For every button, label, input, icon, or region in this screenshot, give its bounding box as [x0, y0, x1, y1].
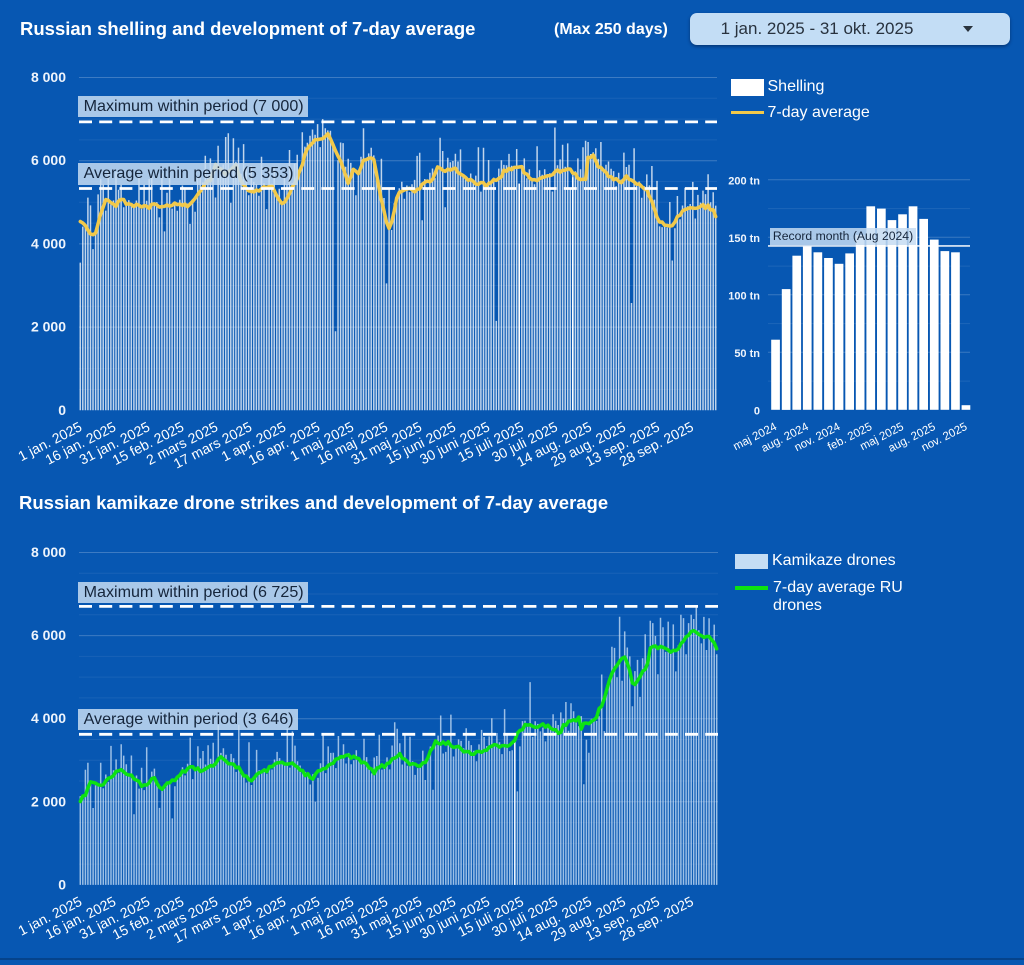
svg-text:0: 0	[754, 405, 760, 417]
svg-text:8 000: 8 000	[31, 544, 66, 560]
svg-text:0: 0	[58, 402, 66, 418]
svg-text:0: 0	[58, 876, 66, 892]
svg-text:2 000: 2 000	[31, 793, 66, 809]
svg-text:200 tn: 200 tn	[728, 175, 760, 187]
svg-text:6 000: 6 000	[31, 152, 66, 168]
svg-text:6 000: 6 000	[31, 627, 66, 643]
svg-text:8 000: 8 000	[31, 69, 66, 85]
svg-text:4 000: 4 000	[31, 710, 66, 726]
svg-text:2 000: 2 000	[31, 319, 66, 335]
svg-text:50 tn: 50 tn	[734, 348, 760, 360]
svg-text:150 tn: 150 tn	[728, 233, 760, 245]
svg-text:100 tn: 100 tn	[728, 290, 760, 302]
svg-text:4 000: 4 000	[31, 235, 66, 251]
